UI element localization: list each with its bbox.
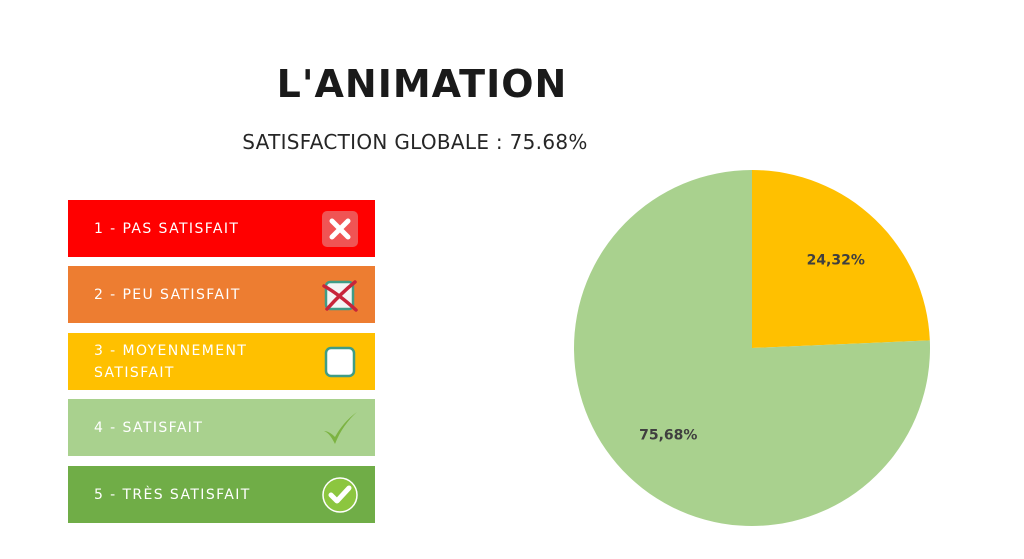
legend-item-satisfait: 4 - SATISFAIT [68,399,375,456]
crossed-checkbox-icon [321,276,359,314]
check-circle-icon [321,476,359,514]
legend-label: 4 - SATISFAIT [94,419,204,436]
pie-slice-label-1: 75,68% [639,427,697,443]
legend-item-peu-satisfait: 2 - PEU SATISFAIT [68,266,375,323]
empty-checkbox-icon [321,343,359,381]
page-title: L'ANIMATION [276,62,568,106]
checkmark-icon [321,409,359,447]
x-mark-icon [321,210,359,248]
legend-label: 3 - MOYENNEMENT SATISFAIT [94,342,248,381]
legend-item-tres-satisfait: 5 - TRÈS SATISFAIT [68,466,375,523]
pie-slice-0 [752,170,930,348]
legend-label: 1 - PAS SATISFAIT [94,220,240,237]
global-satisfaction-subtitle: SATISFACTION GLOBALE : 75.68% [242,130,588,154]
legend-label: 5 - TRÈS SATISFAIT [94,486,251,503]
satisfaction-pie-chart: 24,32% 75,68% [574,170,931,526]
legend-item-moyennement-satisfait: 3 - MOYENNEMENT SATISFAIT [68,333,375,390]
legend-label: 2 - PEU SATISFAIT [94,286,241,303]
pie-slice-label-0: 24,32% [807,253,865,269]
pie-slice-1 [574,170,931,526]
legend-item-pas-satisfait: 1 - PAS SATISFAIT [68,200,375,257]
